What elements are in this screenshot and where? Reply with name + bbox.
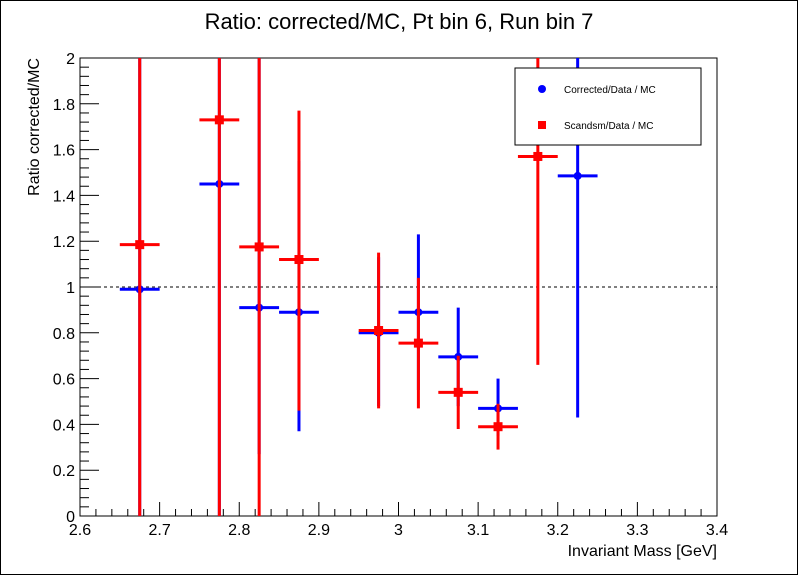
y-tick-label: 0.8 xyxy=(53,326,75,343)
legend-marker-scandsm xyxy=(538,121,546,129)
y-tick-label: 0.4 xyxy=(53,417,75,434)
y-axis-label: Ratio corrected/MC xyxy=(26,58,43,196)
y-tick-label: 0.2 xyxy=(53,463,75,480)
y-tick-label: 0.6 xyxy=(53,372,75,389)
x-tick-label: 3.1 xyxy=(467,522,489,539)
data-point xyxy=(214,115,224,125)
x-tick-label: 2.9 xyxy=(308,522,330,539)
y-tick-label: 1.4 xyxy=(53,188,75,205)
data-point xyxy=(533,151,543,161)
x-tick-label: 2.8 xyxy=(228,522,250,539)
x-tick-label: 2.7 xyxy=(149,522,171,539)
data-point xyxy=(254,242,264,252)
x-tick-label: 3.4 xyxy=(706,522,728,539)
y-tick-label: 2 xyxy=(66,51,75,68)
chart-title: Ratio: corrected/MC, Pt bin 6, Run bin 7 xyxy=(205,9,594,34)
data-point xyxy=(453,387,463,397)
data-point xyxy=(374,326,384,336)
y-tick-label: 1.8 xyxy=(53,97,75,114)
y-tick-label: 0 xyxy=(66,509,75,526)
x-axis-label: Invariant Mass [GeV] xyxy=(568,543,717,560)
y-tick-label: 1.2 xyxy=(53,234,75,251)
data-point xyxy=(493,422,503,432)
legend: Corrected/Data / MC Scandsm/Data / MC xyxy=(514,67,702,146)
x-tick-label: 3.2 xyxy=(547,522,569,539)
data-point xyxy=(135,240,145,250)
y-tick-label: 1 xyxy=(66,280,75,297)
series-scandsm xyxy=(119,58,558,516)
data-point xyxy=(573,171,582,180)
data-point xyxy=(413,338,423,348)
legend-marker-corrected xyxy=(538,85,546,93)
legend-label-corrected: Corrected/Data / MC xyxy=(564,85,656,96)
x-tick-label: 2.6 xyxy=(69,522,91,539)
legend-box xyxy=(514,67,702,146)
legend-label-scandsm: Scandsm/Data / MC xyxy=(564,121,653,132)
x-tick-label: 3.3 xyxy=(626,522,648,539)
x-tick-label: 3 xyxy=(394,522,403,539)
y-tick-label: 1.6 xyxy=(53,143,75,160)
data-point xyxy=(294,255,304,265)
